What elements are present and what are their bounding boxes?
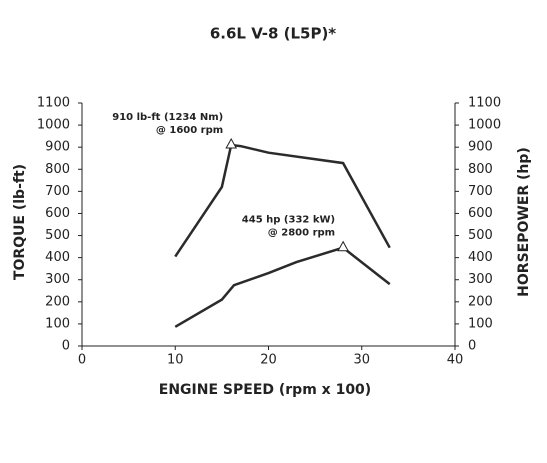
y2-tick-label: 1100 bbox=[468, 96, 501, 111]
y-tick-label: 700 bbox=[45, 184, 70, 199]
y2-tick-label: 200 bbox=[468, 294, 493, 309]
y2-axis-label: HORSEPOWER (hp) bbox=[516, 147, 532, 297]
peak-marker bbox=[225, 137, 238, 149]
y2-tick-label: 600 bbox=[468, 206, 493, 221]
y-tick-label: 300 bbox=[45, 272, 70, 287]
y2-tick-label: 300 bbox=[468, 272, 493, 287]
y-tick-label: 900 bbox=[45, 140, 70, 155]
x-tick-label: 20 bbox=[260, 353, 277, 368]
y-tick-label: 200 bbox=[45, 294, 70, 309]
y-tick-label: 400 bbox=[45, 250, 70, 265]
y-tick-label: 0 bbox=[62, 339, 70, 354]
line-series bbox=[174, 143, 391, 258]
y-tick-label: 1100 bbox=[37, 96, 70, 111]
x-axis-label: ENGINE SPEED (rpm x 100) bbox=[159, 382, 371, 398]
annotation-text: @ 1600 rpm bbox=[156, 125, 223, 136]
y-axis-label: TORQUE (lb-ft) bbox=[12, 164, 28, 280]
chart-title: 6.6L V-8 (L5P)* bbox=[210, 25, 336, 43]
y2-tick-label: 500 bbox=[468, 228, 493, 243]
y-tick-label: 500 bbox=[45, 228, 70, 243]
y2-tick-label: 0 bbox=[468, 339, 476, 354]
y2-tick-label: 100 bbox=[468, 316, 493, 331]
x-tick-label: 10 bbox=[167, 353, 184, 368]
annotation-text: 445 hp (332 kW) bbox=[242, 215, 335, 226]
x-tick-label: 0 bbox=[78, 353, 86, 368]
y-tick-label: 600 bbox=[45, 206, 70, 221]
annotation-text: 910 lb-ft (1234 Nm) bbox=[112, 112, 223, 123]
y2-tick-label: 700 bbox=[468, 184, 493, 199]
line-series bbox=[174, 246, 391, 328]
x-tick-label: 30 bbox=[353, 353, 370, 368]
y2-tick-label: 400 bbox=[468, 250, 493, 265]
y-tick-label: 100 bbox=[45, 316, 70, 331]
y2-tick-label: 900 bbox=[468, 140, 493, 155]
y-tick-label: 800 bbox=[45, 162, 70, 177]
y-tick-label: 1000 bbox=[37, 118, 70, 133]
x-tick-label: 40 bbox=[447, 353, 464, 368]
y2-tick-label: 800 bbox=[468, 162, 493, 177]
y2-tick-label: 1000 bbox=[468, 118, 501, 133]
annotation-text: @ 2800 rpm bbox=[268, 228, 335, 239]
peak-marker bbox=[337, 240, 349, 252]
